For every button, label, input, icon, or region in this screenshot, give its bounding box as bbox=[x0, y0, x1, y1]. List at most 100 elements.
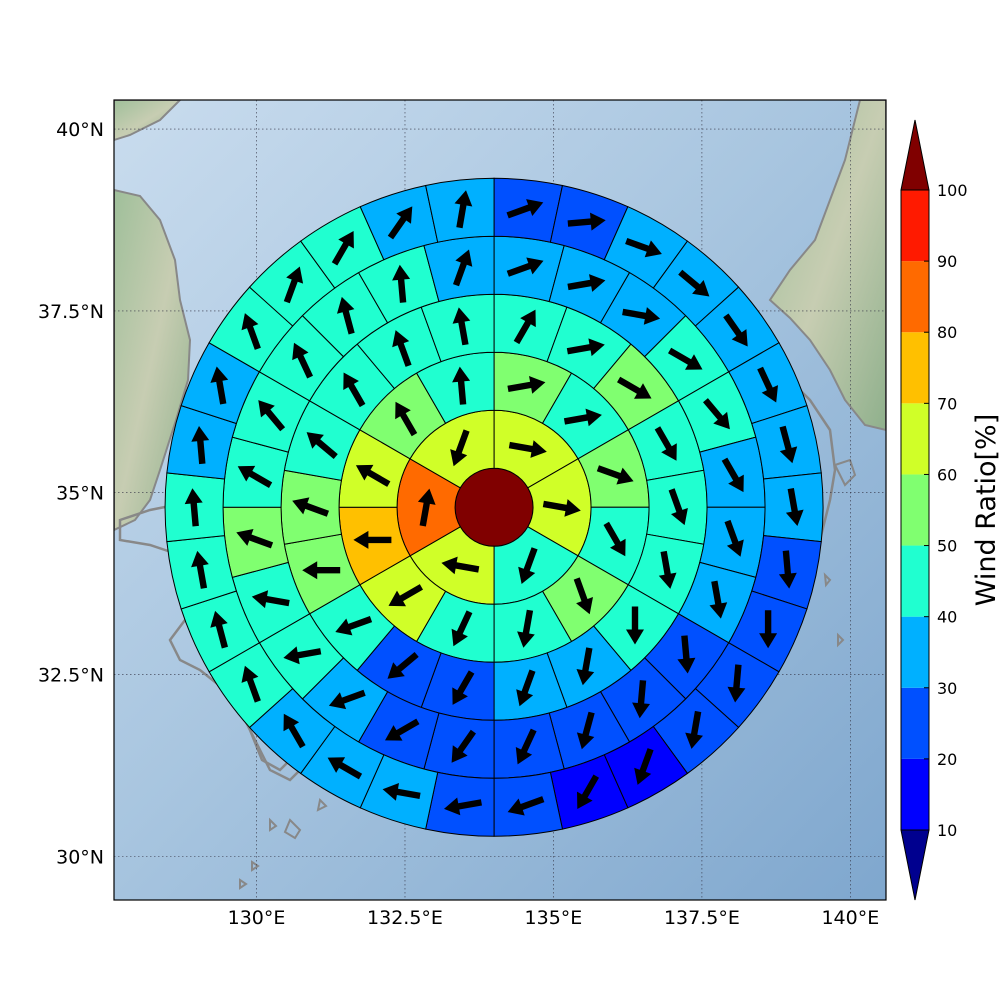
wind-arrow-icon bbox=[596, 465, 634, 485]
colorbar-tick-label: 40 bbox=[937, 608, 957, 627]
wind-arrow-icon bbox=[573, 577, 593, 615]
wind-arrow-icon bbox=[576, 647, 595, 686]
wind-arrow-icon bbox=[302, 561, 341, 580]
wind-arrow-icon bbox=[387, 652, 419, 679]
wind-arrow-icon bbox=[517, 609, 535, 648]
wind-arrow-icon bbox=[506, 199, 544, 219]
wind-arrow-icon bbox=[417, 488, 436, 527]
land-layer bbox=[114, 100, 886, 890]
wind-arrow-icon bbox=[452, 366, 471, 405]
wind-arrow-icon bbox=[210, 610, 228, 649]
wind-arrow-icon bbox=[210, 366, 229, 405]
wind-sectors bbox=[164, 177, 824, 837]
colorbar-tick-label: 80 bbox=[937, 323, 957, 342]
colorbar-tick-label: 10 bbox=[937, 821, 957, 840]
wind-arrow-icon bbox=[634, 748, 654, 785]
colorbar-frame bbox=[900, 189, 930, 831]
colorbar-bottom-extend bbox=[900, 829, 930, 901]
wind-arrow-icon bbox=[388, 584, 423, 607]
colorbar-segment bbox=[901, 545, 929, 617]
colorbar-ticks: 10 20 30 40 50 60 70 80 90 100 bbox=[937, 181, 968, 840]
wind-arrow-icon bbox=[328, 689, 366, 710]
colorbar-segment bbox=[901, 403, 929, 475]
wind-arrow-icon bbox=[518, 547, 538, 584]
colorbar-title: Wind Ratio[%] bbox=[971, 414, 1000, 606]
wind-arrow-icon bbox=[292, 342, 313, 379]
wind-arrow-icon bbox=[343, 372, 366, 408]
wind-arrow-icon bbox=[508, 440, 547, 458]
wind-arrow-icon bbox=[382, 783, 421, 801]
wind-arrow-icon bbox=[577, 774, 599, 809]
wind-arrow-icon bbox=[444, 797, 482, 816]
wind-arrow-icon bbox=[622, 307, 661, 325]
wind-arrow-icon bbox=[237, 465, 273, 488]
wind-arrow-icon bbox=[283, 646, 322, 665]
wind-arrow-icon bbox=[292, 497, 329, 517]
wind-arrow-icon bbox=[251, 590, 290, 609]
honshu-east bbox=[768, 100, 886, 432]
colorbar bbox=[900, 119, 930, 901]
wind-arrow-icon bbox=[451, 610, 473, 647]
wind-arrow-icon bbox=[452, 670, 475, 705]
wind-arrow-icon bbox=[721, 457, 744, 493]
y-tick-label: 35°N bbox=[56, 483, 104, 505]
wind-arrow-icon bbox=[385, 718, 420, 741]
wind-arrow-icon bbox=[355, 464, 391, 487]
map-panel bbox=[113, 99, 887, 901]
wind-arrow-icon bbox=[632, 680, 650, 719]
wind-arrow-icon bbox=[258, 400, 286, 432]
wind-arrow-icon bbox=[567, 212, 606, 231]
island-chain bbox=[239, 797, 328, 890]
korea-landmass bbox=[114, 188, 192, 532]
colorbar-segment bbox=[901, 687, 929, 759]
wind-arrow-icon bbox=[723, 313, 748, 347]
y-tick-label: 40°N bbox=[56, 119, 104, 141]
wind-arrow-icon bbox=[191, 550, 209, 589]
x-tick-label: 135°E bbox=[525, 907, 583, 929]
y-tick-label: 37.5°N bbox=[38, 301, 104, 323]
colorbar-tick-label: 70 bbox=[937, 394, 957, 413]
wind-arrow-icon bbox=[757, 366, 778, 403]
x-tick-label: 137.5°E bbox=[664, 907, 740, 929]
wind-arrow-icon bbox=[507, 796, 545, 816]
wind-arrow-icon bbox=[668, 347, 703, 370]
wind-arrow-icon bbox=[392, 330, 412, 367]
wind-arrow-icon bbox=[703, 398, 730, 430]
korea-north bbox=[114, 100, 182, 142]
wind-arrow-icon bbox=[236, 529, 274, 549]
wind-arrow-icon bbox=[453, 249, 473, 287]
map-frame bbox=[113, 99, 887, 901]
wind-arrow-icon bbox=[685, 710, 703, 749]
wind-arrows bbox=[184, 190, 804, 816]
colorbar-segment bbox=[901, 758, 929, 830]
wind-arrow-icon bbox=[283, 713, 306, 749]
wind-arrow-icon bbox=[785, 488, 804, 526]
x-tick-label: 132.5°E bbox=[367, 907, 443, 929]
colorbar-segment bbox=[901, 616, 929, 688]
colorbar-tick-label: 100 bbox=[937, 181, 968, 200]
wind-arrow-icon bbox=[625, 238, 662, 258]
wind-arrow-icon bbox=[515, 728, 537, 765]
y-tick-label: 30°N bbox=[56, 846, 104, 868]
wind-arrow-icon bbox=[759, 610, 778, 649]
x-axis-ticks: 130°E 132.5°E 135°E 137.5°E 140°E bbox=[228, 907, 880, 929]
wind-arrow-icon bbox=[441, 556, 480, 575]
colorbar-tick-label: 30 bbox=[937, 679, 957, 698]
wind-arrow-icon bbox=[451, 729, 476, 763]
wind-arrow-icon bbox=[283, 266, 304, 304]
wind-arrow-icon bbox=[395, 401, 418, 437]
wind-arrow-icon bbox=[779, 425, 798, 464]
wind-arrow-icon bbox=[576, 711, 595, 750]
colorbar-tick-label: 50 bbox=[937, 537, 957, 556]
x-tick-label: 140°E bbox=[821, 907, 879, 929]
wind-arrow-icon bbox=[184, 488, 203, 527]
wind-arrow-icon bbox=[450, 429, 470, 467]
y-tick-label: 32.5°N bbox=[38, 665, 104, 687]
wind-arrow-icon bbox=[603, 521, 626, 557]
wind-arrow-icon bbox=[626, 606, 644, 645]
wind-arrow-icon bbox=[454, 190, 473, 229]
wind-arrow-icon bbox=[331, 231, 354, 266]
east-islands bbox=[823, 458, 857, 648]
wind-arrow-icon bbox=[668, 488, 688, 526]
